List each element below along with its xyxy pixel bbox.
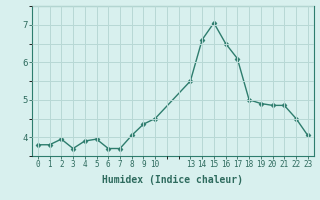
X-axis label: Humidex (Indice chaleur): Humidex (Indice chaleur) xyxy=(102,175,243,185)
